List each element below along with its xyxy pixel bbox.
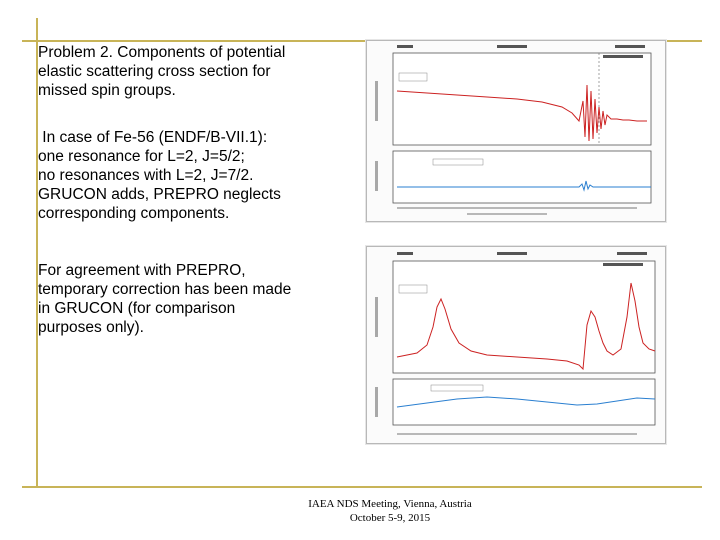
text-line: one resonance for L=2, J=5/2; <box>38 148 245 165</box>
text-line: For agreement with PREPRO, <box>38 262 246 279</box>
text-line: no resonances with L=2, J=7/2. <box>38 167 254 184</box>
paragraph-problem: Problem 2. Components of potential elast… <box>38 43 358 100</box>
plot-image-bottom <box>366 246 666 444</box>
text-line: GRUCON adds, PREPRO neglects <box>38 186 281 203</box>
text-line: Problem 2. Components of potential <box>38 44 286 61</box>
footer-dates: October 5-9, 2015 <box>349 512 431 524</box>
text-line: in GRUCON (for comparison <box>38 300 236 317</box>
text-line: corresponding components. <box>38 205 230 222</box>
plot-image-top <box>366 40 666 222</box>
text-line: temporary correction has been made <box>38 281 292 298</box>
paragraph-fe56: In case of Fe-56 (ENDF/B-VII.1): one res… <box>38 128 358 223</box>
decorative-top-rule <box>22 40 702 42</box>
text-line: missed spin groups. <box>38 82 176 99</box>
text-line: elastic scattering cross section for <box>38 63 271 80</box>
decorative-vertical-rule <box>36 18 38 488</box>
footer-meeting: IAEA NDS Meeting, Vienna, Austria <box>308 498 472 510</box>
paragraph-agreement: For agreement with PREPRO, temporary cor… <box>38 261 358 337</box>
text-line: In case of Fe-56 (ENDF/B-VII.1): <box>38 129 268 146</box>
decorative-bottom-rule <box>22 486 702 488</box>
footer: IAEA NDS Meeting, Vienna, Austria Octobe… <box>230 497 550 525</box>
text-line: purposes only). <box>38 319 144 336</box>
